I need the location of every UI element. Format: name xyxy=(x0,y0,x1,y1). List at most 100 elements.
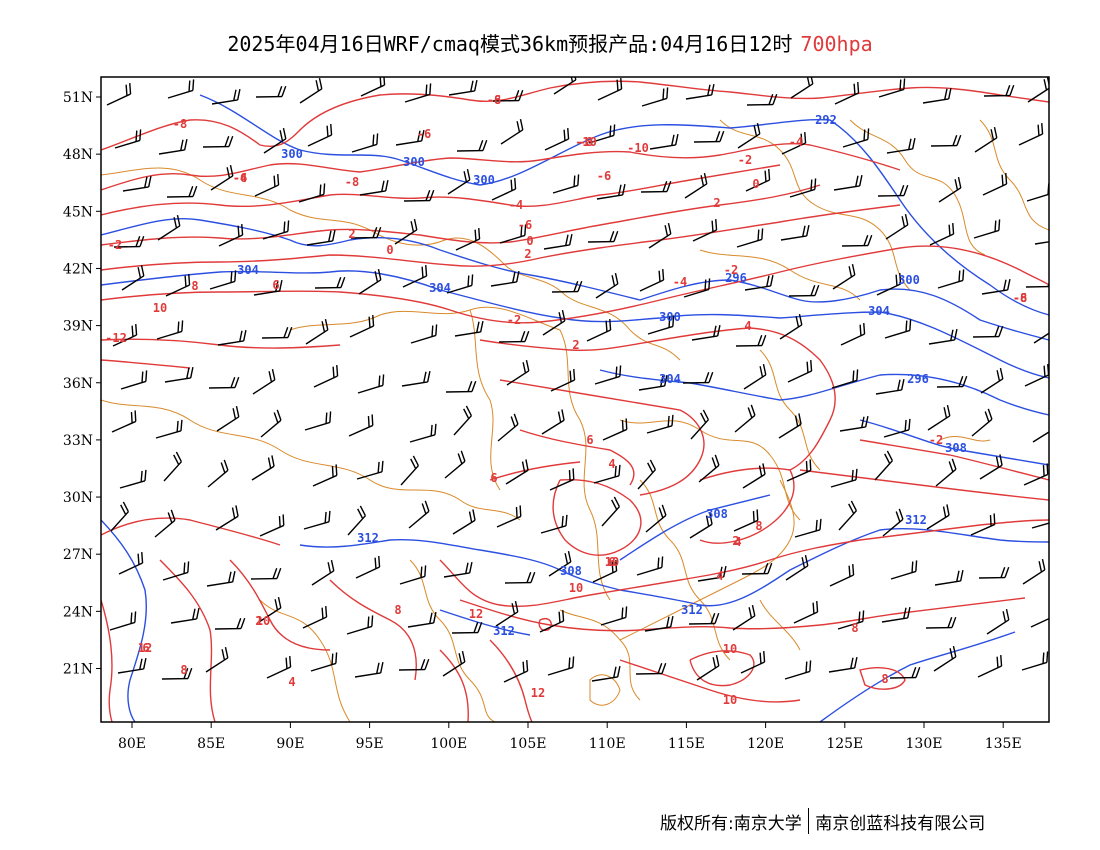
wind-barb xyxy=(746,93,778,106)
wind-barb xyxy=(402,264,428,288)
temperature-label: 6 xyxy=(490,471,497,485)
wind-barb xyxy=(111,410,137,433)
temperature-label: 0 xyxy=(752,177,759,191)
temperature-label: -6 xyxy=(1013,291,1027,305)
wind-barb xyxy=(453,405,473,436)
wind-barb xyxy=(882,508,904,537)
temperature-label: 12 xyxy=(531,686,545,700)
lon-tick-label: 85E xyxy=(197,736,225,752)
wind-barb xyxy=(1027,77,1049,103)
wind-barb xyxy=(881,607,911,623)
lon-tick-label: 115E xyxy=(668,736,705,752)
temperature-label: 8 xyxy=(180,663,187,677)
temperature-label: 10 xyxy=(723,642,737,656)
wind-barb xyxy=(310,652,338,672)
wind-barb xyxy=(498,330,530,343)
temperature-label: -2 xyxy=(738,153,752,167)
footer-separator xyxy=(807,808,810,834)
temperature-label: 10 xyxy=(569,581,583,595)
wind-barb xyxy=(938,176,962,203)
wind-barb xyxy=(793,600,819,624)
wind-barb xyxy=(692,218,718,242)
lat-tick-label: 24N xyxy=(63,604,93,620)
wind-barb xyxy=(592,559,618,583)
wind-barb xyxy=(637,459,657,490)
temperature-label: 8 xyxy=(394,603,401,617)
wind-barb xyxy=(218,223,244,247)
wind-barb xyxy=(1018,122,1044,146)
wind-barb xyxy=(544,127,570,151)
geopotential-label: 300 xyxy=(403,155,425,169)
wind-barb xyxy=(154,509,176,538)
wind-barb xyxy=(210,164,234,191)
temperature-label: -8 xyxy=(1013,291,1027,305)
wind-barb xyxy=(597,77,623,101)
wind-barb xyxy=(306,230,336,246)
wind-barb xyxy=(973,219,1001,239)
temperature-label: 8 xyxy=(755,519,762,533)
wind-barb xyxy=(601,496,621,527)
wind-barb xyxy=(491,177,517,201)
wind-barb xyxy=(266,655,292,679)
geopotential-label: 300 xyxy=(898,273,920,287)
geopotential-label: 292 xyxy=(815,113,837,127)
wind-barb xyxy=(255,85,287,98)
wind-barb xyxy=(698,454,720,483)
wind-barb xyxy=(540,514,568,534)
wind-barb xyxy=(927,404,951,431)
wind-barb xyxy=(840,322,866,346)
wind-barb xyxy=(696,654,720,681)
lat-tick-label: 33N xyxy=(63,433,93,449)
wind-barb xyxy=(635,662,667,675)
title-main: 2025年04月16日WRF/cmaq模式36km预报产品:04月16日12时 xyxy=(227,32,793,56)
geopotential-label: 304 xyxy=(659,372,681,386)
lon-tick-label: 100E xyxy=(430,736,467,752)
wind-barb xyxy=(735,334,767,347)
geopotential-label: 304 xyxy=(429,281,451,295)
wind-barb xyxy=(640,180,672,193)
wind-barb xyxy=(1022,558,1046,585)
lon-tick-label: 135E xyxy=(985,736,1022,752)
title-level: 700hpa xyxy=(800,32,873,56)
wind-barb xyxy=(733,509,759,532)
wind-barb xyxy=(1025,281,1049,288)
temperature-label: 8 xyxy=(881,672,888,686)
wind-barb xyxy=(207,459,229,488)
wind-barb xyxy=(259,514,285,537)
wind-barb xyxy=(979,454,1003,480)
lon-tick-label: 105E xyxy=(510,736,547,752)
lat-tick-label: 51N xyxy=(63,90,93,106)
wind-barb xyxy=(784,660,812,680)
geopotential-label: 308 xyxy=(560,564,582,578)
wind-barb xyxy=(877,184,909,197)
wind-barb xyxy=(356,460,384,480)
lat-tick-label: 39N xyxy=(63,319,93,335)
wind-barb xyxy=(448,80,478,96)
wind-barb xyxy=(504,571,536,584)
wind-barb xyxy=(408,500,430,529)
wind-barb xyxy=(550,368,576,392)
lat-tick-label: 42N xyxy=(63,261,93,277)
wind-barb xyxy=(838,500,858,531)
wind-barb xyxy=(542,309,566,336)
wind-barb xyxy=(109,611,137,631)
geopotential-label: 300 xyxy=(473,173,495,187)
temperature-label: 4 xyxy=(288,675,295,689)
wind-barb xyxy=(878,78,906,98)
wind-barb xyxy=(971,408,993,437)
wind-barb xyxy=(307,123,333,147)
wind-barb xyxy=(1021,651,1049,671)
wind-barb xyxy=(644,616,674,632)
wind-barb xyxy=(834,81,860,105)
geopotential-label: 312 xyxy=(681,603,703,617)
lat-tick-label: 36N xyxy=(63,376,93,392)
wind-barb xyxy=(157,214,181,241)
wind-barb xyxy=(170,608,200,624)
wind-barb xyxy=(217,330,247,346)
wind-barb xyxy=(305,318,329,345)
lon-tick-label: 110E xyxy=(589,736,626,752)
temperature-label: 10 xyxy=(723,693,737,707)
wind-barb xyxy=(1032,419,1049,443)
temperature-label: 2 xyxy=(572,338,579,352)
